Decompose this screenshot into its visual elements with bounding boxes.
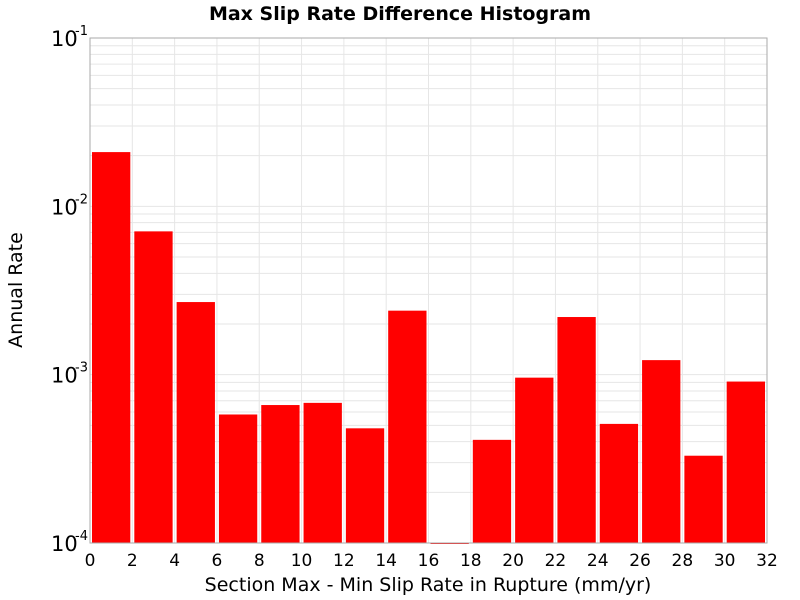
bars — [92, 152, 765, 544]
x-axis-ticks: 0 2 4 6 8 10 12 14 16 18 20 22 24 26 28 30 32 — [85, 551, 778, 571]
y-tick-label: 10-3 — [51, 361, 88, 388]
bar-1 — [134, 231, 173, 543]
x-tick-label: 14 — [375, 551, 397, 571]
y-tick-label: 10-4 — [51, 529, 88, 556]
bar-15 — [726, 381, 765, 543]
bar-5 — [303, 402, 342, 543]
x-tick-label: 8 — [254, 551, 265, 571]
x-axis-label: Section Max - Min Slip Rate in Rupture (… — [205, 574, 652, 596]
y-tick-exponent: -2 — [75, 192, 88, 207]
x-tick-label: 10 — [291, 551, 313, 571]
x-tick-label: 18 — [460, 551, 482, 571]
x-tick-label: 6 — [212, 551, 223, 571]
bar-3 — [218, 414, 258, 543]
bar-13 — [642, 360, 681, 543]
x-tick-label: 22 — [545, 551, 567, 571]
y-tick-label: 10-2 — [51, 192, 88, 219]
y-tick-base: 10 — [51, 27, 78, 51]
x-tick-label: 4 — [169, 551, 180, 571]
bar-2 — [176, 302, 215, 543]
x-tick-label: 28 — [672, 551, 694, 571]
y-tick-exponent: -3 — [75, 361, 88, 376]
x-tick-label: 30 — [714, 551, 736, 571]
bar-7 — [388, 310, 427, 543]
y-tick-exponent: -4 — [75, 529, 88, 544]
y-tick-label: 10-1 — [51, 24, 88, 51]
bar-14 — [684, 455, 723, 543]
x-tick-label: 0 — [85, 551, 96, 571]
bar-6 — [345, 428, 385, 543]
x-tick-label: 32 — [756, 551, 778, 571]
bar-0 — [92, 152, 131, 543]
x-tick-label: 2 — [127, 551, 138, 571]
plot-frame — [89, 37, 768, 544]
y-tick-base: 10 — [51, 364, 78, 388]
x-tick-label: 24 — [587, 551, 609, 571]
chart-title: Max Slip Rate Difference Histogram — [209, 3, 591, 25]
bar-4 — [261, 405, 300, 543]
x-tick-label: 16 — [418, 551, 440, 571]
bar-11 — [557, 317, 596, 543]
bar-12 — [599, 423, 639, 543]
bar-10 — [515, 377, 554, 543]
bar-9 — [472, 439, 512, 543]
y-tick-base: 10 — [51, 532, 78, 556]
y-tick-base: 10 — [51, 195, 78, 219]
x-tick-label: 12 — [333, 551, 355, 571]
x-tick-label: 26 — [629, 551, 651, 571]
y-tick-exponent: -1 — [75, 24, 88, 39]
y-axis-label: Annual Rate — [5, 232, 27, 348]
y-axis-ticks: 10-410-310-210-1 — [51, 24, 88, 556]
x-tick-label: 20 — [502, 551, 524, 571]
